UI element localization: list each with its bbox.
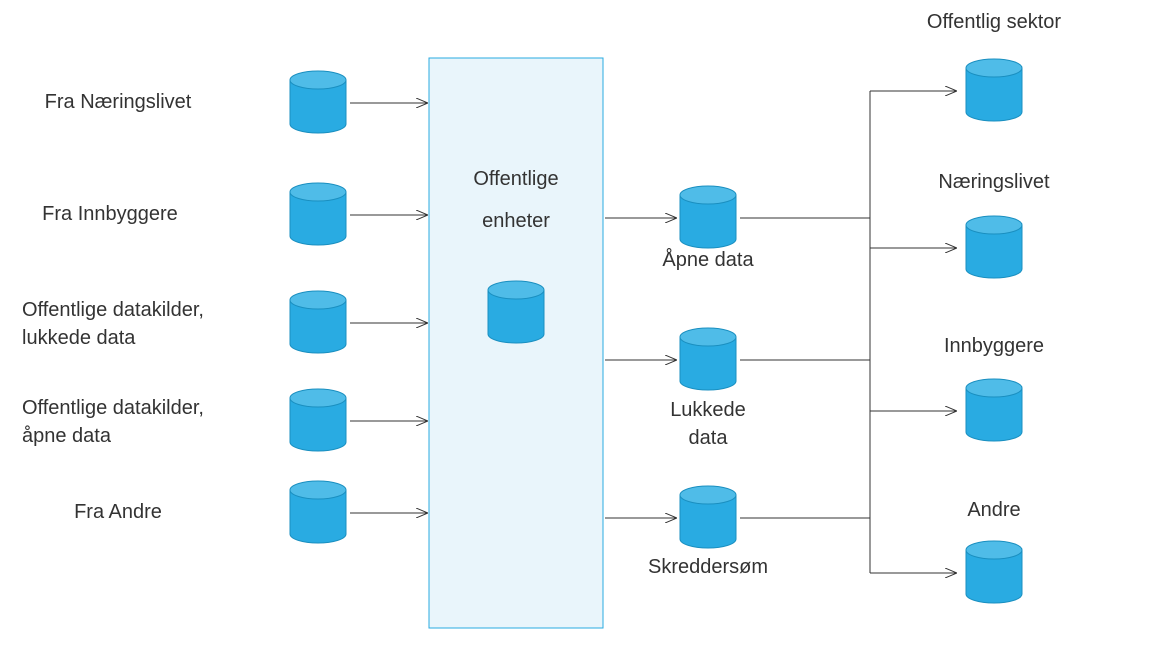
label-left-andre: Fra Andre xyxy=(74,501,162,523)
cylinder-mid-lukkede-data xyxy=(680,328,736,390)
cylinder-left-offentlige-lukkede xyxy=(290,291,346,353)
label-left-innbyggere: Fra Innbyggere xyxy=(42,203,178,225)
cylinder-left-offentlige-aapne xyxy=(290,389,346,451)
label-mid-aapne-data: Åpne data xyxy=(662,248,754,271)
label-mid-lukkede-data: Lukkededata xyxy=(670,399,746,449)
center-box-label-1: Offentlige xyxy=(473,168,558,190)
cylinder-mid-aapne-data xyxy=(680,186,736,248)
label-left-naeringslivet: Fra Næringslivet xyxy=(45,91,192,113)
cylinder-left-innbyggere xyxy=(290,183,346,245)
cylinder-right-naeringslivet-r xyxy=(966,216,1022,278)
label-right-naeringslivet-r: Næringslivet xyxy=(938,171,1050,193)
cylinder-left-naeringslivet xyxy=(290,71,346,133)
cylinder-right-andre-r xyxy=(966,541,1022,603)
cylinder-mid-skreddersom xyxy=(680,486,736,548)
label-right-andre-r: Andre xyxy=(967,499,1020,521)
data-flow-diagram: Offentlige enheter Fra Næringslivet Fra Inn… xyxy=(0,0,1165,659)
label-left-offentlige-aapne: Offentlige datakilder,åpne data xyxy=(22,397,204,447)
cylinder-right-offentlig-sektor xyxy=(966,59,1022,121)
label-right-offentlig-sektor: Offentlig sektor xyxy=(927,11,1061,33)
cylinder-right-innbyggere-r xyxy=(966,379,1022,441)
cylinder-left-andre xyxy=(290,481,346,543)
center-cylinder xyxy=(488,281,544,343)
label-right-innbyggere-r: Innbyggere xyxy=(944,335,1044,357)
label-left-offentlige-lukkede: Offentlige datakilder,lukkede data xyxy=(22,299,204,349)
label-mid-skreddersom: Skreddersøm xyxy=(648,556,768,578)
center-box-label-2: enheter xyxy=(482,210,550,232)
